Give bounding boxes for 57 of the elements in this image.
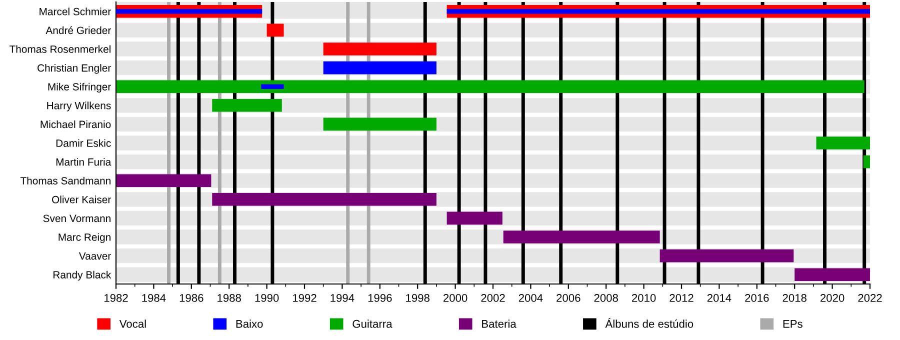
x-tick-label: 2020 xyxy=(820,294,844,302)
x-tick-label: 2016 xyxy=(745,294,769,302)
bar xyxy=(503,230,660,244)
x-tick-label: 1990 xyxy=(255,294,279,302)
x-tick-label: 1984 xyxy=(142,294,166,302)
bar xyxy=(212,99,282,112)
y-tick-label: Marc Reign xyxy=(58,233,110,243)
y-tick-label: Christian Engler xyxy=(38,64,111,74)
legend-label: Guitarra xyxy=(352,320,392,328)
y-tick-label: Mike Sifringer xyxy=(48,82,111,93)
bar xyxy=(266,24,284,37)
bar xyxy=(446,212,502,225)
x-tick-label: 2008 xyxy=(594,294,618,302)
y-tick-label: Martin Furia xyxy=(56,158,112,166)
x-tick-label: 1982 xyxy=(104,294,128,302)
bar xyxy=(116,9,262,14)
bar xyxy=(794,268,870,281)
x-tick-label: 1998 xyxy=(406,294,430,302)
legend-label: EPs xyxy=(783,320,802,328)
x-tick-label: 1994 xyxy=(330,294,354,302)
x-tick-label: 2004 xyxy=(518,294,543,302)
x-tick-label: 2000 xyxy=(444,294,468,302)
x-tick-label: 2018 xyxy=(782,294,806,302)
bar xyxy=(212,193,436,206)
x-tick-label: 2022 xyxy=(858,294,882,302)
x-tick-label: 2010 xyxy=(632,294,656,302)
x-tick-label: 2014 xyxy=(707,294,732,302)
bar xyxy=(323,118,436,131)
x-tick-label: 2002 xyxy=(481,294,505,302)
bar xyxy=(816,136,870,150)
y-tick-label: Marcel Schmier xyxy=(40,8,111,16)
bar xyxy=(863,155,870,168)
bar xyxy=(116,174,212,187)
legend-label: Baixo xyxy=(236,320,263,328)
x-tick-label: 1988 xyxy=(218,294,241,302)
y-tick-label: Oliver Kaiser xyxy=(52,196,111,204)
bar xyxy=(323,42,436,56)
legend-label: Álbuns de estúdio xyxy=(605,318,694,328)
y-tick-label: Randy Black xyxy=(54,270,112,281)
y-tick-label: Thomas Rosenmerkel xyxy=(9,45,110,53)
x-tick-label: 2012 xyxy=(670,294,694,302)
legend-label: Vocal xyxy=(119,320,146,328)
legend-label: Bateria xyxy=(482,320,516,328)
y-tick-label: Michael Piranio xyxy=(40,120,111,128)
y-tick-label: Vaaver xyxy=(78,252,111,260)
bar xyxy=(446,9,870,14)
x-tick-label: 2006 xyxy=(556,294,580,302)
x-tick-label: 1986 xyxy=(180,294,204,302)
x-tick-label: 1996 xyxy=(368,294,392,302)
y-tick-label: Sven Vormann xyxy=(43,214,110,222)
x-tick-label: 1992 xyxy=(292,294,316,302)
bar xyxy=(660,249,794,262)
y-tick-label: Harry Wilkens xyxy=(47,102,111,112)
y-tick-label: Thomas Sandmann xyxy=(20,176,110,184)
y-tick-label: Damir Eskic xyxy=(56,139,111,147)
y-tick-label: André Grieder xyxy=(46,26,111,34)
bar xyxy=(261,84,284,89)
